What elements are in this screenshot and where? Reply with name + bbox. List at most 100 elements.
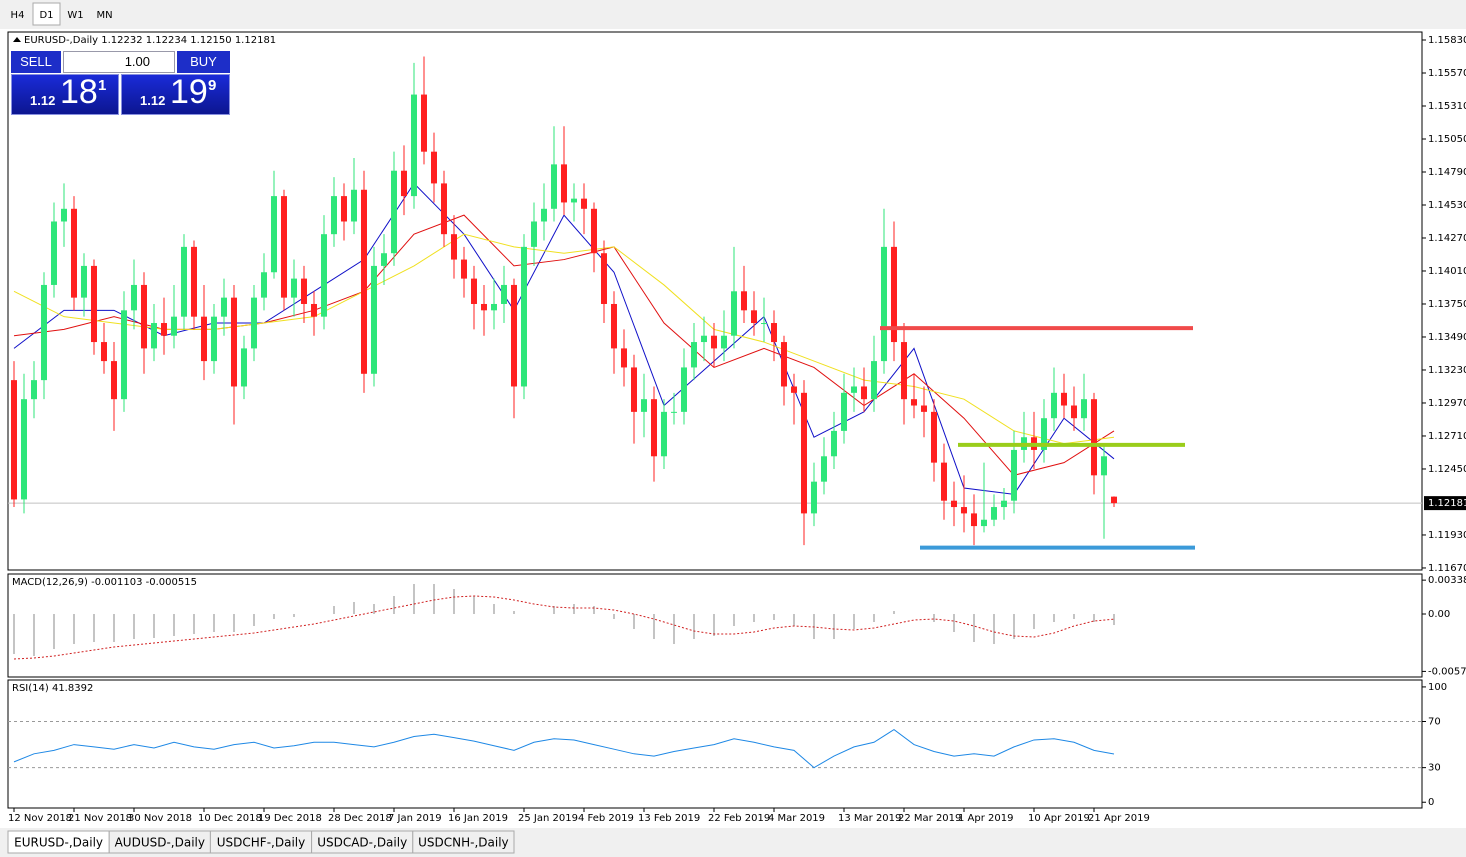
lot-input[interactable]: 1.00 [63, 51, 175, 73]
candle-body [221, 297, 227, 317]
candle-body [941, 462, 947, 501]
collapse-icon [13, 37, 21, 42]
ask-small: 9 [208, 77, 217, 94]
candle-body [1081, 399, 1087, 419]
y-tick-label: 1.12970 [1428, 398, 1466, 409]
candle-body [161, 323, 167, 336]
x-tick-label: 7 Jan 2019 [388, 813, 442, 824]
sell-button[interactable]: SELL [11, 51, 61, 73]
candle-body [141, 284, 147, 349]
timeframe-button[interactable] [62, 3, 89, 25]
symbol-tab-label[interactable]: EURUSD-,Daily [14, 836, 103, 850]
candle-body [41, 284, 47, 381]
candle-body [821, 456, 827, 482]
timeframe-label[interactable]: MN [96, 10, 112, 21]
current-price-box [1424, 496, 1466, 511]
candle-body [341, 196, 347, 222]
candle-body [731, 291, 737, 336]
candle-body [921, 405, 927, 412]
candle-body [591, 208, 597, 254]
x-tick-label: 13 Mar 2019 [838, 813, 901, 824]
candle-body [291, 278, 297, 298]
timeframe-label[interactable]: W1 [67, 10, 83, 21]
candle-body [511, 284, 517, 387]
candle-body [531, 221, 537, 247]
x-tick-label: 28 Dec 2018 [328, 813, 392, 824]
candle-body [1111, 496, 1117, 504]
buy-button[interactable]: BUY [177, 51, 230, 73]
candle-body [1091, 399, 1097, 476]
candle-body [241, 348, 247, 387]
ask-price[interactable]: 1.12 19 9 [121, 73, 230, 115]
x-tick-label: 19 Dec 2018 [258, 813, 322, 824]
bid-price[interactable]: 1.12 18 1 [11, 73, 119, 115]
timeframe-label[interactable]: H4 [11, 10, 25, 21]
bid-small: 1 [98, 77, 107, 94]
candle-body [611, 303, 617, 349]
ask-prefix: 1.12 [140, 93, 166, 108]
macd-panel [7, 573, 1423, 678]
x-tick-label: 22 Mar 2019 [898, 813, 961, 824]
y-tick-label: 1.12450 [1428, 464, 1466, 475]
candle-body [861, 386, 867, 400]
x-tick-label: 25 Jan 2019 [518, 813, 578, 824]
symbol-tab-label[interactable]: USDCHF-,Daily [217, 836, 305, 850]
candle-body [101, 342, 107, 362]
symbol-tab-label[interactable]: USDCNH-,Daily [418, 836, 509, 850]
timeframe-button[interactable] [32, 2, 61, 26]
timeframe-button[interactable] [4, 3, 31, 25]
candle-body [521, 246, 527, 387]
candle-body [791, 386, 797, 393]
symbol-tab-label[interactable]: AUDUSD-,Daily [115, 836, 205, 850]
y-tick-label: 1.11930 [1428, 530, 1466, 541]
y-tick-label: 1.15570 [1428, 68, 1466, 79]
y-tick-label: 1.14790 [1428, 167, 1466, 178]
candle-body [811, 481, 817, 514]
candle-body [981, 519, 987, 527]
candle-body [601, 253, 607, 304]
candle-body [541, 208, 547, 222]
candle-body [91, 265, 97, 343]
candle-body [421, 94, 427, 152]
moving-average [13, 233, 1115, 445]
y-tick-label: 1.15310 [1428, 101, 1466, 112]
y-tick-label: 1.14010 [1428, 266, 1466, 277]
y-tick-label: 1.13230 [1428, 365, 1466, 376]
candle-body [411, 94, 417, 197]
candle-body [21, 399, 27, 500]
candle-body [571, 198, 577, 203]
candle-body [721, 335, 727, 349]
symbol-tab[interactable] [412, 830, 515, 854]
candle-body [701, 335, 707, 343]
candle-body [641, 399, 647, 412]
candle-body [741, 291, 747, 311]
candle-body [251, 297, 257, 349]
y-tick-label: 0 [1428, 797, 1434, 808]
candle-body [231, 297, 237, 387]
candle-body [1041, 418, 1047, 450]
x-tick-label: 12 Nov 2018 [8, 813, 72, 824]
timeframe-button[interactable] [91, 3, 118, 25]
candle-body [301, 278, 307, 304]
candle-body [431, 151, 437, 184]
candle-body [841, 392, 847, 431]
macd-signal [13, 595, 1115, 660]
candle-body [651, 399, 657, 457]
candle-body [361, 189, 367, 374]
candle-body [691, 342, 697, 368]
y-tick-label: 1.11670 [1428, 563, 1466, 574]
timeframe-label[interactable]: D1 [39, 10, 53, 21]
candle-body [661, 411, 667, 457]
candle-body [121, 310, 127, 400]
candle-body [961, 507, 967, 514]
candle-body [351, 189, 357, 222]
candle-body [171, 316, 177, 336]
candle-body [1011, 449, 1017, 501]
symbol-tab-label[interactable]: USDCAD-,Daily [317, 836, 407, 850]
candle-body [471, 278, 477, 304]
candle-body [881, 246, 887, 362]
candle-body [501, 284, 507, 304]
candle-body [151, 323, 157, 349]
candle-body [781, 342, 787, 387]
